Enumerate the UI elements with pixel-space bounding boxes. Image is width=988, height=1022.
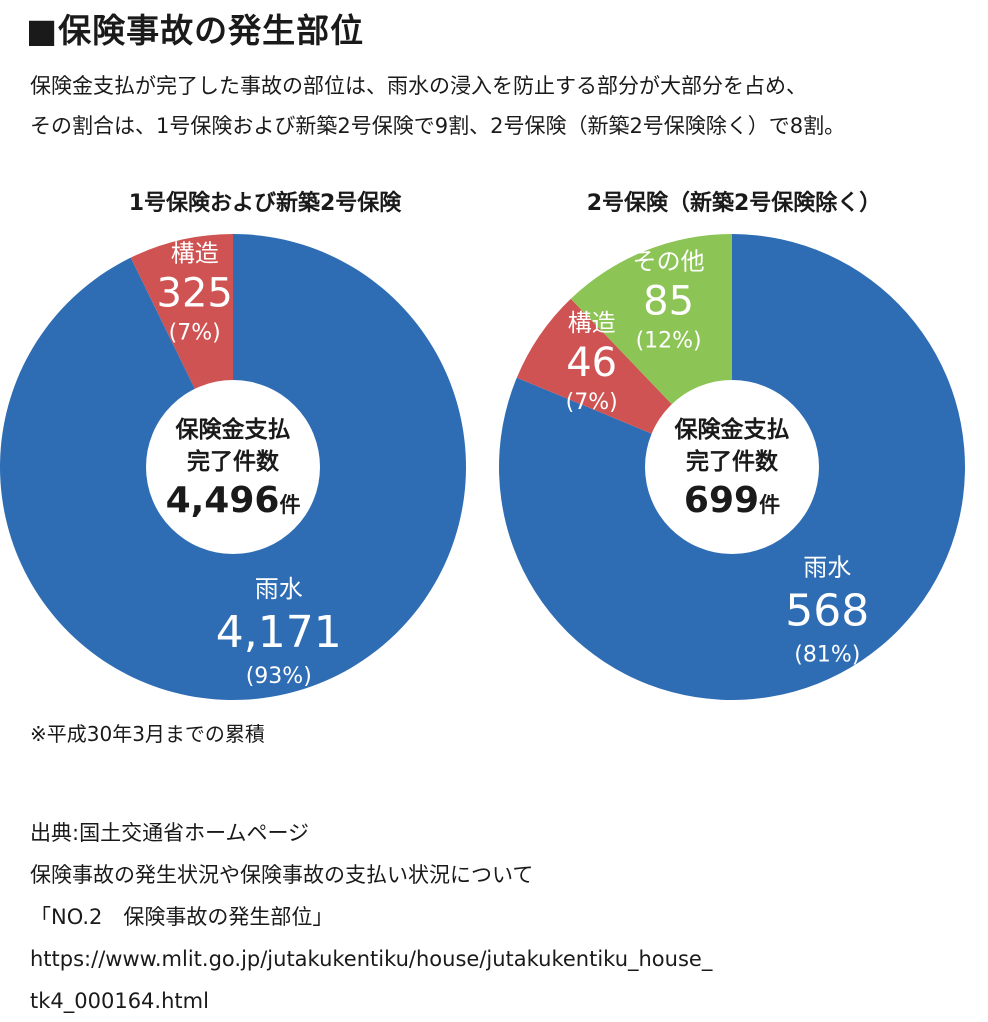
slice-label: 雨水	[803, 554, 851, 582]
center-total: 699件	[684, 480, 780, 521]
slice-label: 雨水	[255, 575, 303, 603]
description: 保険金支払が完了した事故の部位は、雨水の浸入を防止する部分が大部分を占め、 その…	[30, 66, 980, 146]
center-total-unit: 件	[279, 493, 300, 517]
description-line: 保険金支払が完了した事故の部位は、雨水の浸入を防止する部分が大部分を占め、	[30, 74, 807, 98]
slice-value: 85	[643, 278, 694, 324]
center-label: 完了件数	[187, 448, 280, 475]
page-title: ■保険事故の発生部位	[26, 11, 365, 50]
slice-percent: (7%)	[566, 390, 618, 415]
source-url: tk4_000164.html	[30, 989, 209, 1013]
donut-hole	[645, 380, 819, 554]
source-line: 保険事故の発生状況や保険事故の支払い状況について	[30, 863, 534, 887]
slice-value: 325	[157, 270, 233, 316]
slice-percent: (12%)	[636, 328, 702, 353]
slice-value: 46	[566, 340, 617, 386]
donut-hole	[146, 380, 320, 554]
slice-label: 構造	[171, 239, 219, 267]
source-url: https://www.mlit.go.jp/jutakukentiku/hou…	[30, 947, 713, 971]
description-line: その割合は、1号保険および新築2号保険で9割、2号保険（新築2号保険除く）で8割…	[30, 114, 846, 138]
slice-label: その他	[633, 247, 705, 275]
center-total-value: 699	[684, 480, 759, 521]
slice-percent: (93%)	[246, 664, 312, 689]
center-total-value: 4,496	[166, 480, 280, 521]
slice-percent: (7%)	[169, 320, 221, 345]
source-line: 「NO.2 保険事故の発生部位」	[30, 905, 334, 929]
center-label: 保険金支払	[674, 416, 790, 443]
chart-1-title: 1号保険および新築2号保険	[128, 191, 402, 216]
center-label: 完了件数	[686, 448, 779, 475]
center-label: 保険金支払	[175, 416, 291, 443]
slice-label: 構造	[568, 309, 616, 337]
source-line: 出典:国土交通省ホームページ	[30, 821, 310, 845]
footnote: ※平成30年3月までの累積	[30, 722, 265, 746]
source-block: 出典:国土交通省ホームページ 保険事故の発生状況や保険事故の支払い状況について …	[30, 812, 712, 1022]
center-total: 4,496件	[166, 480, 301, 521]
slice-percent: (81%)	[794, 643, 860, 668]
slice-value: 4,171	[216, 607, 342, 658]
slice-value: 568	[785, 586, 869, 637]
center-total-unit: 件	[759, 493, 780, 517]
chart-2-title: 2号保険（新築2号保険除く）	[586, 191, 882, 216]
